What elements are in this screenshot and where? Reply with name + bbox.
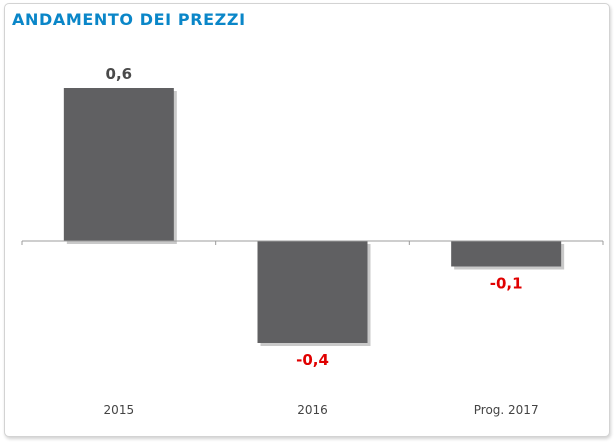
- category-label-3: Prog. 2017: [474, 403, 539, 417]
- category-label-1: 2015: [104, 403, 135, 417]
- bar-2: [257, 241, 368, 343]
- data-label-2: -0,4: [296, 351, 329, 369]
- data-label-3: -0,1: [490, 275, 523, 293]
- category-label-2: 2016: [297, 403, 328, 417]
- bars-layer: [63, 88, 565, 346]
- axis-layer: [21, 240, 604, 245]
- data-label-1: 0,6: [106, 65, 133, 83]
- bar-1: [63, 88, 174, 241]
- bar-3: [451, 241, 562, 267]
- labels-layer: 0,6 2015 -0,4 2016 -0,1 Prog. 2017: [104, 65, 539, 417]
- chart-title: ANDAMENTO DEI PREZZI: [12, 10, 246, 29]
